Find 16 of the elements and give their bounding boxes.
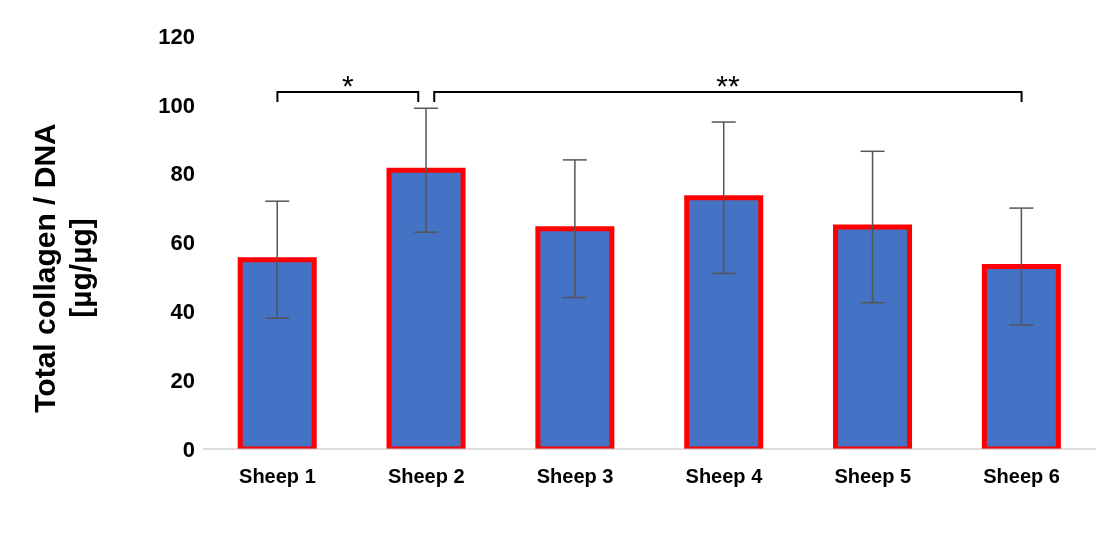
annotation: **	[716, 68, 740, 102]
y-tick-label: 20	[170, 367, 195, 393]
annotation: *	[341, 68, 354, 102]
y-tick-label: 60	[170, 230, 195, 256]
y-tick-label: 100	[158, 92, 195, 118]
y-axis-title: Total collagen / DNA [µg/µg]	[27, 121, 98, 415]
y-tick-label: 120	[158, 23, 195, 49]
x-tick-label: Sheep 6	[983, 465, 1060, 488]
y-tick-label: 0	[182, 436, 195, 462]
x-tick-label: Sheep 4	[685, 465, 764, 488]
x-tick-label: Sheep 2	[387, 465, 465, 488]
x-tick-label: Sheep 1	[239, 465, 316, 488]
y-tick-label: 80	[170, 161, 195, 187]
x-tick-label: Sheep 3	[536, 465, 614, 488]
y-tick-label: 40	[170, 299, 195, 325]
x-tick-label: Sheep 5	[834, 465, 912, 488]
